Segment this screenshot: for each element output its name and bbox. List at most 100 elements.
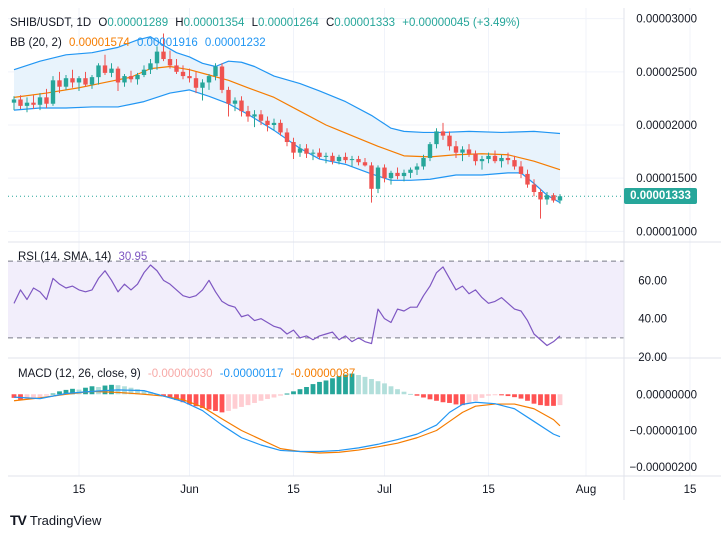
macd-histogram-bar bbox=[135, 389, 140, 395]
candle-body bbox=[486, 155, 491, 160]
price-y-tick-label: 0.00002500 bbox=[636, 67, 697, 79]
macd-histogram-bar bbox=[375, 381, 381, 395]
rsi-y-tick-label: 20.00 bbox=[638, 352, 667, 364]
candle-body bbox=[128, 76, 134, 80]
macd-histogram-bar bbox=[232, 394, 238, 409]
candle-body bbox=[135, 75, 140, 80]
macd-histogram-bar bbox=[349, 373, 355, 395]
marks-layer bbox=[8, 33, 624, 454]
candle-body bbox=[148, 63, 153, 70]
macd-histogram-bar bbox=[258, 394, 264, 401]
candle-body bbox=[492, 155, 498, 162]
macd-histogram-bar bbox=[408, 393, 413, 395]
macd-histogram-bar bbox=[180, 394, 186, 403]
rsi-y-tick-label: 40.00 bbox=[638, 314, 667, 326]
macd-signal-line bbox=[13, 390, 561, 454]
x-tick-label: Aug bbox=[576, 484, 596, 496]
candle-body bbox=[512, 160, 517, 167]
macd-histogram-bar bbox=[89, 386, 95, 395]
candle-body bbox=[70, 78, 75, 83]
high-value: 0.00001354 bbox=[183, 17, 245, 29]
candle-body bbox=[291, 142, 296, 153]
macd-histogram-bar bbox=[252, 394, 257, 403]
macd-histogram-bar bbox=[369, 379, 374, 395]
macd-histogram-bar bbox=[544, 394, 550, 406]
macd-histogram-bar bbox=[213, 394, 218, 411]
macd-histogram-bar bbox=[473, 394, 478, 401]
macd-histogram-bar bbox=[453, 394, 459, 405]
macd-histogram-bar bbox=[525, 394, 530, 401]
macd-histogram-bar bbox=[44, 394, 49, 396]
rsi-legend: RSI (14, SMA, 14) 30.95 bbox=[18, 250, 151, 264]
candle-body bbox=[310, 152, 316, 154]
candle-body bbox=[187, 76, 192, 79]
candle-body bbox=[304, 148, 309, 154]
high-label: H bbox=[175, 17, 184, 29]
macd-histogram-bar bbox=[24, 394, 30, 400]
candle-body bbox=[460, 149, 465, 153]
macd-histogram-bar bbox=[50, 393, 56, 395]
candle-body bbox=[466, 149, 472, 154]
candle-body bbox=[83, 78, 88, 85]
macd-histogram-bar bbox=[323, 380, 329, 395]
low-label: L bbox=[251, 17, 258, 29]
candle-body bbox=[375, 167, 381, 189]
macd-histogram-bar bbox=[109, 384, 114, 395]
candle-body bbox=[102, 65, 108, 73]
macd-histogram-bar bbox=[148, 392, 153, 395]
candle-body bbox=[538, 192, 543, 200]
macd-histogram-bar bbox=[317, 381, 322, 395]
candle-body bbox=[180, 71, 186, 77]
macd-histogram-bar bbox=[427, 394, 433, 400]
candle-body bbox=[226, 89, 231, 104]
macd-histogram-bar bbox=[206, 394, 212, 410]
macd-label: MACD (12, 26, close, 9) bbox=[18, 368, 141, 380]
candle-body bbox=[551, 195, 556, 201]
bb-label: BB (20, 2) bbox=[10, 37, 62, 49]
symbol-label: SHIB/USDT, 1D bbox=[10, 17, 92, 29]
macd-histogram-bar bbox=[551, 394, 556, 406]
macd-histogram-bar bbox=[70, 388, 75, 395]
macd-histogram-bar bbox=[310, 384, 316, 395]
macd-histogram-bar bbox=[336, 376, 342, 395]
macd-histogram-bar bbox=[304, 387, 309, 395]
bb-upper-line bbox=[13, 36, 561, 135]
candle-body bbox=[213, 66, 218, 77]
macd-histogram-bar bbox=[538, 394, 543, 406]
macd-histogram-bar bbox=[31, 394, 36, 399]
rsi-label: RSI (14, SMA, 14) bbox=[18, 251, 112, 263]
candle-body bbox=[245, 111, 251, 117]
candle-body bbox=[447, 135, 452, 147]
candle-body bbox=[525, 173, 530, 185]
macd-histogram-bar bbox=[440, 394, 446, 403]
x-tick-label: 15 bbox=[684, 484, 697, 496]
candle-body bbox=[11, 99, 17, 103]
candle-body bbox=[200, 82, 205, 88]
candle-body bbox=[336, 156, 342, 162]
macd-histogram-bar bbox=[414, 394, 420, 396]
macd-line-value: -0.00000117 bbox=[219, 368, 284, 380]
macd-histogram-bar bbox=[395, 389, 400, 395]
close-label: C bbox=[325, 17, 335, 29]
macd-histogram-bar bbox=[219, 394, 225, 413]
candle-body bbox=[505, 157, 511, 161]
candle-body bbox=[473, 153, 478, 162]
macd-histogram-bar bbox=[187, 394, 192, 405]
candle-body bbox=[122, 76, 127, 83]
x-tick-label: Jul bbox=[377, 484, 392, 496]
candle-body bbox=[232, 100, 238, 104]
macd-histogram-bar bbox=[518, 394, 524, 399]
macd-histogram-bar bbox=[505, 394, 511, 397]
candle-body bbox=[382, 167, 387, 179]
candle-body bbox=[278, 122, 283, 133]
candle-body bbox=[388, 172, 394, 179]
tradingview-brand[interactable]: TV TradingView bbox=[10, 512, 101, 528]
bb-lower-line bbox=[13, 89, 561, 204]
price-y-tick-label: 0.00001500 bbox=[636, 173, 697, 185]
candle-body bbox=[479, 159, 485, 162]
macd-y-tick-label: −0.00000200 bbox=[630, 462, 697, 474]
candle-body bbox=[434, 131, 439, 145]
macd-histogram-bar bbox=[512, 394, 517, 398]
